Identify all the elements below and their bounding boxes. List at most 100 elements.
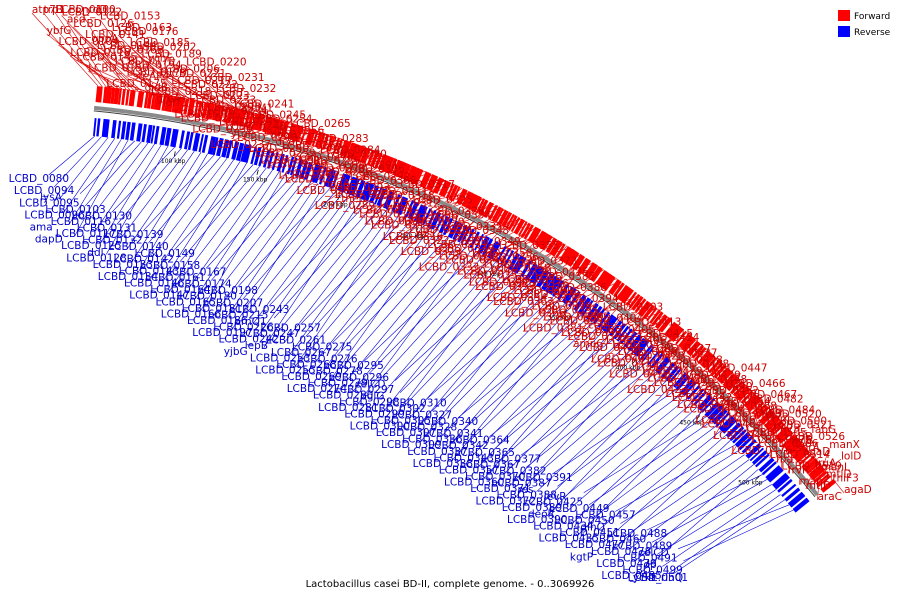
- forward-gene-label: frvR: [788, 465, 810, 477]
- reverse-gene-label: LCBD_0499: [622, 565, 682, 577]
- forward-gene: [442, 181, 452, 198]
- forward-leader-line: [498, 232, 547, 250]
- reverse-gene: [784, 487, 801, 502]
- scale-tick: [415, 226, 419, 232]
- reverse-gene-label: LCBD_0364: [449, 435, 510, 447]
- reverse-gene-label: LCBD_0387: [491, 478, 551, 490]
- forward-gene-label: greA: [156, 93, 181, 105]
- forward-gene: [505, 213, 515, 229]
- forward-leader-line: [656, 347, 706, 357]
- forward-gene-label: LCBD_0206: [160, 64, 221, 76]
- forward-gene-label: LCBD_0411: [597, 357, 657, 369]
- forward-gene-label: LCBD_0221: [166, 68, 226, 80]
- scale-tick-label: 250 kbp: [401, 233, 426, 240]
- forward-gene-label: gidB: [145, 82, 168, 94]
- forward-gene: [458, 189, 468, 205]
- forward-gene: [164, 95, 172, 112]
- reverse-gene: [136, 123, 143, 142]
- reverse-leader-line: [520, 363, 647, 456]
- reverse-gene: [477, 235, 490, 254]
- reverse-gene: [442, 217, 454, 236]
- reverse-gene: [661, 362, 676, 379]
- reverse-gene: [346, 176, 357, 195]
- scale-tick-label: 200 kbp: [323, 201, 348, 208]
- reverse-gene: [340, 174, 351, 193]
- forward-gene: [412, 168, 423, 185]
- forward-gene-label: LCBD_0237: [211, 139, 271, 151]
- reverse-gene: [250, 146, 257, 165]
- forward-gene-label: LCBD_0421: [636, 362, 696, 374]
- reverse-leader-line: [53, 136, 102, 188]
- forward-gene: [349, 143, 360, 161]
- forward-gene: [759, 409, 773, 423]
- reverse-gene: [536, 269, 550, 288]
- reverse-gene: [447, 220, 460, 239]
- forward-gene-label: LCBD_0466: [725, 378, 786, 390]
- reverse-gene-label: LCBD_0310: [386, 397, 446, 409]
- forward-gene: [737, 387, 752, 402]
- forward-gene-label: LCBD_0403: [603, 301, 663, 313]
- reverse-gene: [541, 273, 555, 291]
- reverse-leader-lines: [48, 135, 794, 575]
- forward-gene: [815, 473, 830, 486]
- reverse-gene: [318, 166, 327, 185]
- forward-gene-label: LCBD_0321: [409, 224, 469, 236]
- forward-gene-label: LCBD_0118: [70, 47, 130, 59]
- reverse-gene: [290, 157, 298, 176]
- forward-gene-label: ampC: [573, 338, 604, 350]
- reverse-gene-label: LCBD_0125: [61, 240, 121, 252]
- reverse-leader-line: [85, 141, 142, 207]
- reverse-gene-label: LCBD_0174: [171, 279, 232, 291]
- forward-gene-label: LCBD_0438: [669, 359, 729, 371]
- forward-gene-label: theD: [341, 193, 366, 205]
- reverse-leader-line: [572, 407, 698, 523]
- forward-gene-label: LCBD_0233: [196, 94, 256, 106]
- forward-gene: [269, 118, 278, 135]
- reverse-gene: [407, 201, 419, 220]
- reverse-leader-line: [410, 281, 532, 418]
- forward-gene: [448, 184, 459, 201]
- reverse-gene: [271, 152, 279, 171]
- forward-gene-label: LCBD_0325: [413, 194, 473, 206]
- reverse-gene: [564, 288, 577, 305]
- forward-gene: [817, 475, 832, 488]
- reverse-gene-label: bglG: [360, 391, 384, 403]
- reverse-leader-line: [399, 274, 520, 393]
- reverse-gene-label: LCBD_0279: [308, 378, 368, 390]
- forward-gene-label: LCBD_0356: [478, 251, 539, 263]
- forward-gene: [113, 88, 120, 105]
- reverse-gene-label: LCBD_0389: [502, 502, 562, 514]
- reverse-gene: [337, 173, 347, 192]
- reverse-gene: [216, 137, 224, 157]
- forward-gene: [769, 419, 784, 434]
- reverse-gene: [404, 200, 415, 218]
- reverse-gene-label: LCBD_0096: [24, 209, 85, 221]
- reverse-gene-label: LCBD_0391: [512, 472, 572, 484]
- forward-gene-label: rihA: [565, 297, 587, 309]
- reverse-gene: [363, 183, 375, 202]
- forward-leader-line: [177, 87, 244, 111]
- forward-gene-label: LCBD_0424: [639, 332, 700, 344]
- forward-gene: [317, 132, 326, 149]
- reverse-leader-line: [216, 179, 306, 293]
- forward-leader-line: [84, 37, 139, 92]
- forward-gene-label: LCBD_0448: [687, 374, 747, 386]
- scale-tick-label: 500 kbp: [738, 479, 763, 486]
- forward-gene-label: LCBD_0432: [666, 388, 726, 400]
- forward-gene-label: LCBD_0429: [642, 366, 702, 378]
- forward-gene: [425, 174, 437, 191]
- reverse-leader-line: [242, 189, 338, 300]
- forward-gene-label: LCBD_0484: [755, 404, 816, 416]
- reverse-gene-label: LCBD_0388: [497, 490, 557, 502]
- scale-tick: [563, 309, 568, 315]
- forward-gene: [579, 259, 592, 275]
- reverse-leader-line: [315, 225, 425, 362]
- reverse-gene-label: LCBD_0255: [255, 365, 315, 377]
- reverse-gene: [294, 158, 304, 178]
- reverse-gene: [729, 426, 745, 441]
- forward-gene: [428, 175, 439, 192]
- forward-leader-line: [222, 95, 291, 123]
- reverse-gene: [767, 467, 784, 483]
- reverse-gene: [198, 134, 204, 153]
